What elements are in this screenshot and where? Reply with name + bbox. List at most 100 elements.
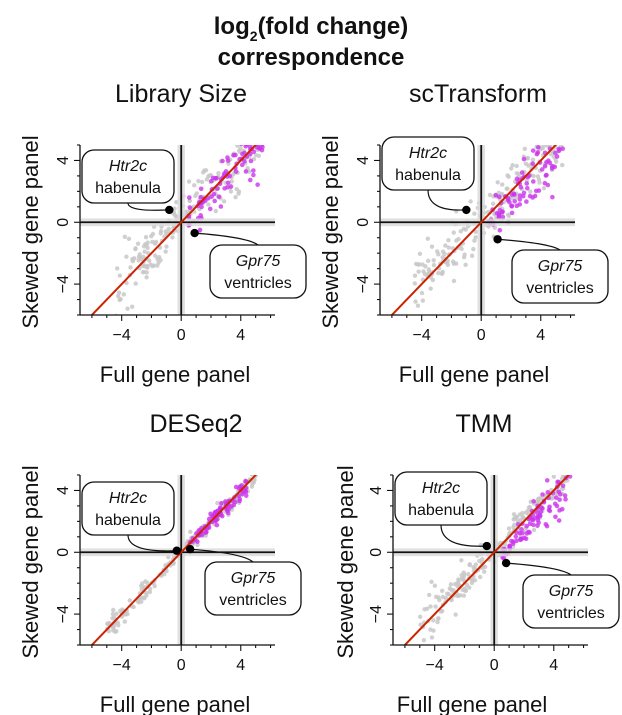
background-point <box>133 281 138 286</box>
gene-point <box>190 228 199 238</box>
x-tick-label: 0 <box>177 327 186 344</box>
background-point <box>560 162 565 168</box>
background-point <box>259 112 263 116</box>
background-point <box>456 236 461 242</box>
background-point <box>187 198 192 204</box>
callout-connector <box>127 202 170 211</box>
background-point <box>561 125 565 129</box>
highlight-point <box>215 186 220 192</box>
highlight-point <box>209 194 214 199</box>
title-log: log <box>214 13 250 40</box>
background-point <box>163 249 168 254</box>
background-point <box>421 269 426 274</box>
x-axis-label: Full gene panel <box>399 362 549 387</box>
background-point <box>258 128 262 132</box>
background-point <box>555 120 559 124</box>
highlight-point <box>551 129 556 134</box>
panel-title: Library Size <box>115 80 247 108</box>
highlight-point <box>558 127 563 132</box>
highlight-point <box>251 145 254 146</box>
x-tick-label: −4 <box>113 657 131 674</box>
background-point <box>106 628 112 634</box>
callout-box <box>81 481 175 536</box>
background-point <box>200 170 206 175</box>
background-point <box>523 510 529 515</box>
background-point <box>531 527 537 533</box>
y-tick-label: −4 <box>55 605 72 623</box>
highlight-point <box>231 152 236 158</box>
highlight-point <box>257 146 263 151</box>
background-point <box>253 132 257 136</box>
background-point <box>428 604 433 609</box>
background-point <box>164 244 169 249</box>
background-point <box>152 253 158 258</box>
x-tick-label: 0 <box>490 657 499 674</box>
highlight-point <box>518 184 524 190</box>
callout-box <box>81 149 175 204</box>
y-axis-label: Skewed gene panel <box>318 135 343 328</box>
background-point <box>482 569 487 574</box>
background-point <box>140 581 145 586</box>
background-point <box>422 607 427 612</box>
background-point <box>127 598 132 603</box>
background-point <box>500 182 505 187</box>
background-point <box>431 258 436 263</box>
background-point <box>431 262 437 268</box>
background-point <box>462 252 467 257</box>
background-point <box>570 470 574 474</box>
highlight-point <box>517 197 523 202</box>
background-point <box>535 174 541 179</box>
background-point <box>186 179 192 184</box>
background-point <box>520 514 526 520</box>
background-point <box>433 604 438 609</box>
x-tick-label: −4 <box>413 327 431 344</box>
background-point <box>412 281 418 286</box>
gene-point <box>482 541 491 551</box>
highlight-point <box>560 483 566 489</box>
highlight-point <box>228 184 234 189</box>
x-tick-label: 4 <box>549 657 558 674</box>
highlight-point <box>524 199 529 204</box>
highlight-point <box>227 173 233 179</box>
background-point <box>469 580 475 586</box>
background-point <box>564 461 568 465</box>
background-point <box>453 612 458 617</box>
highlight-point <box>218 512 224 518</box>
background-point <box>122 619 127 624</box>
highlight-point <box>535 145 541 150</box>
background-point <box>121 292 127 297</box>
gene-region: ventricles <box>537 605 605 622</box>
background-point <box>413 261 419 267</box>
background-point <box>144 270 149 275</box>
background-point <box>423 264 428 269</box>
background-point <box>115 266 120 271</box>
highlight-point <box>555 134 560 139</box>
background-point <box>261 124 265 128</box>
highlight-point <box>187 195 192 200</box>
highlight-point <box>554 503 560 509</box>
background-point <box>434 249 440 254</box>
highlight-point <box>512 198 518 204</box>
panel-title: TMM <box>456 410 513 438</box>
background-point <box>192 183 197 188</box>
background-point <box>560 116 564 120</box>
background-point <box>557 135 561 139</box>
highlight-point <box>519 170 525 175</box>
background-point <box>511 512 517 517</box>
y-tick-label: 4 <box>55 486 72 495</box>
background-point <box>446 237 451 243</box>
title-subscript: 2 <box>250 28 258 44</box>
background-point <box>461 593 467 598</box>
background-point <box>565 467 569 471</box>
background-point <box>255 131 259 135</box>
panel-title: DESeq2 <box>149 410 242 438</box>
highlight-point <box>562 493 568 498</box>
highlight-point <box>212 198 217 204</box>
highlight-point <box>527 193 533 199</box>
highlight-point <box>518 537 523 543</box>
highlight-point <box>563 497 568 502</box>
background-point <box>149 234 154 239</box>
background-point <box>431 618 436 623</box>
identity-line <box>90 475 258 645</box>
highlight-point <box>218 204 224 209</box>
